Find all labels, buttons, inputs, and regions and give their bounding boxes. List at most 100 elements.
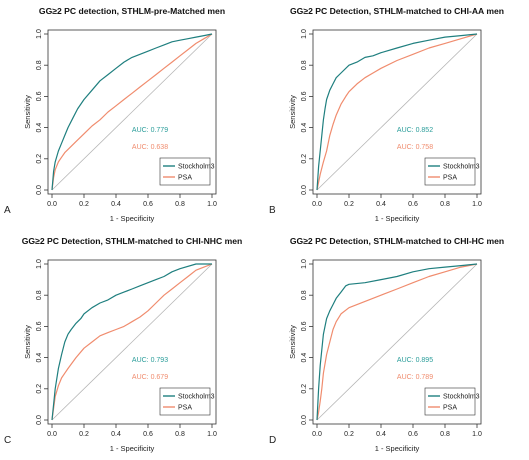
x-tick-label: 0.4 [111, 431, 121, 438]
y-tick-label: 0.2 [301, 384, 308, 394]
roc-panel-b: GG≥2 PC Detection, STHLM-matched to CHI-… [265, 0, 529, 230]
roc-panel-c: GG≥2 PC Detection, STHLM-matched to CHI-… [0, 230, 264, 460]
roc-curve-psa [51, 263, 213, 421]
x-tick-label: 1.0 [472, 201, 482, 208]
y-tick-label: 0.2 [301, 154, 308, 164]
legend-box [424, 157, 476, 186]
panel-letter: B [269, 205, 276, 216]
auc-label: AUC: 0.638 [132, 144, 168, 151]
roc-curve-stockholm3 [51, 33, 213, 191]
y-axis-label: Sensitivity [23, 325, 32, 359]
x-tick-label: 0.2 [79, 431, 89, 438]
y-tick-label: 1.0 [301, 29, 308, 39]
y-tick-label: 0.8 [301, 60, 308, 70]
x-axis-label: 1 - Specificity [374, 214, 420, 223]
x-tick-label: 0.6 [143, 431, 153, 438]
y-tick-label: 0.0 [301, 185, 308, 195]
roc-curve-stockholm3 [51, 263, 212, 421]
y-tick-label: 0.8 [36, 60, 43, 70]
panel-title: GG≥2 PC Detection, STHLM-matched to CHI-… [289, 6, 504, 16]
legend-label: Stockholm3 [443, 164, 480, 171]
y-tick-label: 1.0 [301, 259, 308, 269]
auc-label: AUC: 0.789 [397, 374, 433, 381]
x-tick-label: 0.8 [440, 201, 450, 208]
roc-panel-a: GG≥2 PC detection, STHLM-pre-Matched men… [0, 0, 264, 230]
x-tick-label: 0.2 [344, 201, 354, 208]
panel-letter: D [269, 435, 277, 446]
x-tick-label: 0.2 [344, 431, 354, 438]
y-tick-label: 1.0 [36, 29, 43, 39]
y-tick-label: 0.0 [301, 415, 308, 425]
y-tick-label: 0.2 [36, 154, 43, 164]
y-axis-label: Sensitivity [288, 325, 297, 359]
roc-plot-d: 0.0 0.2 0.4 0.6 0.8 1.0 0.0 0.2 0.4 0.6 0.8 1.0 Sens… [288, 259, 482, 438]
panel-letter: C [4, 435, 12, 446]
legend-label: Stockholm3 [443, 394, 480, 401]
legend-label: PSA [443, 175, 457, 182]
y-tick-label: 0.0 [36, 185, 43, 195]
roc-curve-stockholm3 [316, 33, 478, 191]
roc-plot-b: 0.0 0.2 0.4 0.6 0.8 1.0 0.0 0.2 0.4 0.6 0.8 1.0 Sens… [288, 29, 482, 208]
x-tick-label: 0.0 [47, 431, 57, 438]
x-tick-label: 0.0 [47, 201, 57, 208]
y-tick-label: 0.4 [301, 123, 308, 133]
legend-box [424, 387, 476, 416]
auc-label: AUC: 0.793 [132, 357, 168, 364]
panel-letter: A [4, 205, 11, 216]
legend-label: PSA [178, 175, 192, 182]
y-tick-label: 0.6 [301, 91, 308, 101]
x-tick-label: 1.0 [207, 201, 217, 208]
y-tick-label: 0.4 [301, 353, 308, 363]
y-axis-label: Sensitivity [23, 95, 32, 129]
legend-box [159, 387, 211, 416]
y-axis-label: Sensitivity [288, 95, 297, 129]
auc-label: AUC: 0.779 [132, 127, 168, 134]
x-tick-label: 0.8 [440, 431, 450, 438]
legend-label: PSA [443, 405, 457, 412]
x-tick-label: 1.0 [472, 431, 482, 438]
plot-frame [312, 29, 482, 195]
y-tick-label: 1.0 [36, 259, 43, 269]
y-tick-label: 0.8 [301, 290, 308, 300]
plot-frame [312, 259, 482, 425]
reference-diagonal [316, 33, 478, 191]
reference-diagonal [51, 33, 213, 191]
x-tick-label: 0.0 [312, 201, 322, 208]
panel-title: GG≥2 PC detection, STHLM-pre-Matched men [38, 6, 226, 16]
roc-curve-stockholm3 [316, 263, 478, 421]
panel-title: GG≥2 PC Detection, STHLM-matched to CHI-… [21, 236, 243, 246]
auc-label: AUC: 0.852 [397, 127, 433, 134]
panel-title: GG≥2 PC Detection, STHLM-matched to CHI-… [289, 236, 505, 246]
roc-curve-psa [51, 33, 213, 191]
x-tick-label: 0.2 [79, 201, 89, 208]
x-tick-label: 0.8 [175, 201, 185, 208]
x-tick-label: 0.6 [143, 201, 153, 208]
legend-box [159, 157, 211, 186]
x-axis-label: 1 - Specificity [109, 444, 155, 453]
x-axis-label: 1 - Specificity [109, 214, 155, 223]
x-tick-label: 0.8 [175, 431, 185, 438]
y-tick-label: 0.6 [301, 321, 308, 331]
y-tick-label: 0.6 [36, 91, 43, 101]
legend-label: Stockholm3 [178, 164, 215, 171]
x-tick-label: 0.6 [408, 201, 418, 208]
roc-curve-psa [316, 263, 478, 421]
roc-plot-a: 0.0 0.2 0.4 0.6 0.8 1.0 0.0 0.2 0.4 0.6 0.8 1.0 Sens… [23, 29, 217, 208]
y-tick-label: 0.2 [36, 384, 43, 394]
auc-label: AUC: 0.679 [132, 374, 168, 381]
legend-label: Stockholm3 [178, 394, 215, 401]
roc-panel-d: GG≥2 PC Detection, STHLM-matched to CHI-… [265, 230, 529, 460]
y-tick-label: 0.4 [36, 353, 43, 363]
plot-frame [47, 29, 217, 195]
x-tick-label: 0.4 [111, 201, 121, 208]
roc-plot-c: 0.0 0.2 0.4 0.6 0.8 1.0 0.0 0.2 0.4 0.6 0.8 1.0 Sens… [23, 259, 217, 438]
y-tick-label: 0.6 [36, 321, 43, 331]
plot-frame [47, 259, 217, 425]
y-tick-label: 0.8 [36, 290, 43, 300]
reference-diagonal [316, 263, 478, 421]
x-tick-label: 0.4 [376, 431, 386, 438]
auc-label: AUC: 0.758 [397, 144, 433, 151]
x-axis-label: 1 - Specificity [374, 444, 420, 453]
y-tick-label: 0.0 [36, 415, 43, 425]
